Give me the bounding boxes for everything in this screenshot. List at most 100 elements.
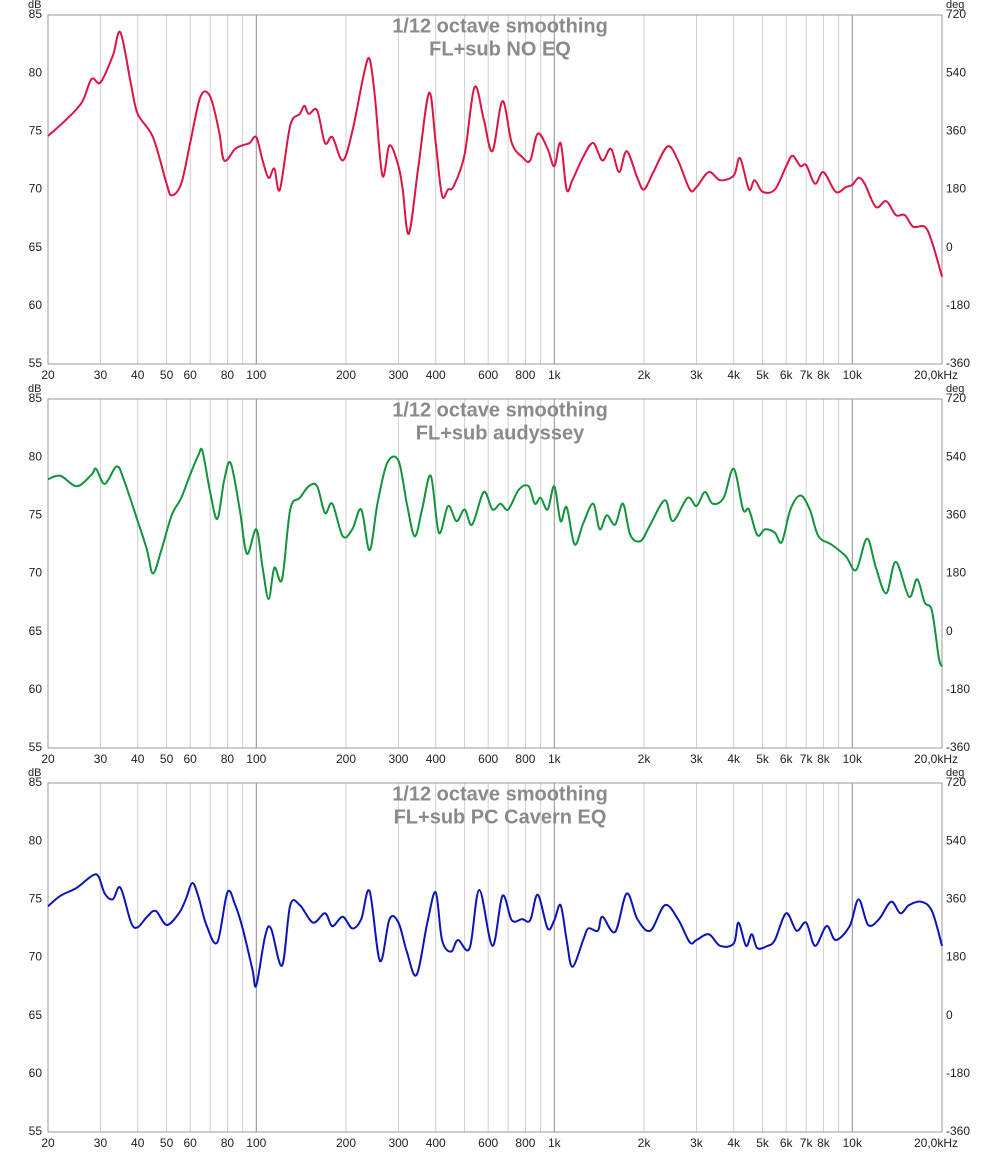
x-tick-label: 60 [184,752,198,766]
x-tick-label: 7k [800,752,814,766]
y-tick-label: 70 [29,566,43,580]
x-tick-label: 20,0kHz [914,1136,958,1150]
y-tick-label: 55 [29,356,43,370]
y2-tick-label: 540 [946,833,966,847]
x-tick-label: 3k [690,752,704,766]
x-tick-label: 20 [41,752,55,766]
y-tick-label: 70 [29,182,43,196]
x-tick-label: 600 [478,368,498,382]
x-tick-label: 400 [426,752,446,766]
x-tick-label: 100 [246,368,266,382]
response-line [47,30,943,278]
x-tick-label: 40 [131,368,145,382]
plot-frame [47,782,943,1133]
y-tick-label: 75 [29,508,43,522]
x-tick-label: 800 [515,752,535,766]
panel: 20 30 40 50 60 80 100 200 300 400 600 800 1k 2k 3k 4k 5k… [28,0,970,382]
y-axis-label: dB [28,383,41,395]
y2-tick-label: -180 [946,682,970,696]
y-tick-label: 55 [29,1124,43,1138]
x-tick-label: 40 [131,752,145,766]
x-tick-label: 3k [690,368,704,382]
x-tick-label: 800 [515,1136,535,1150]
x-tick-label: 7k [800,368,814,382]
x-tick-label: 50 [160,752,174,766]
x-tick-label: 1k [548,368,562,382]
response-line [47,873,943,988]
x-tick-label: 10k [843,368,863,382]
y-tick-label: 60 [29,1066,43,1080]
x-tick-label: 4k [727,1136,741,1150]
x-tick-label: 80 [221,368,235,382]
y2-tick-label: -360 [946,1124,970,1138]
y2-tick-label: 720 [946,7,966,21]
x-tick-label: 600 [478,752,498,766]
x-tick-label: 20 [41,1136,55,1150]
x-tick-label: 100 [246,752,266,766]
x-tick-label: 800 [515,368,535,382]
x-tick-label: 200 [336,752,356,766]
y2-tick-label: -180 [946,298,970,312]
y2-tick-label: 180 [946,950,966,964]
chart-title: 1/12 octave smoothing [392,783,608,805]
y-tick-label: 70 [29,950,43,964]
y2-tick-label: -360 [946,740,970,754]
x-tick-label: 6k [780,1136,794,1150]
x-tick-label: 80 [221,752,235,766]
x-tick-label: 40 [131,1136,145,1150]
x-tick-label: 5k [756,1136,770,1150]
x-tick-label: 10k [843,1136,863,1150]
x-tick-label: 30 [94,752,108,766]
y2-tick-label: 360 [946,892,966,906]
x-tick-label: 6k [780,368,794,382]
y-tick-label: 80 [29,833,43,847]
y2-tick-label: 540 [946,449,966,463]
x-tick-label: 2k [638,752,652,766]
x-tick-label: 8k [817,752,831,766]
y2-tick-label: 360 [946,124,966,138]
x-tick-label: 50 [160,1136,174,1150]
y-tick-label: 60 [29,682,43,696]
x-tick-label: 30 [94,1136,108,1150]
x-tick-label: 300 [388,752,408,766]
x-tick-label: 30 [94,368,108,382]
x-tick-label: 2k [638,368,652,382]
x-tick-label: 60 [184,368,198,382]
y-tick-label: 80 [29,65,43,79]
y2-tick-label: 180 [946,566,966,580]
y-tick-label: 55 [29,740,43,754]
x-tick-label: 20 [41,368,55,382]
x-tick-label: 4k [727,368,741,382]
y2-tick-label: -180 [946,1066,970,1080]
y2-tick-label: 0 [946,624,953,638]
x-tick-label: 8k [817,1136,831,1150]
y2-tick-label: 540 [946,65,966,79]
chart-title: 1/12 octave smoothing [392,15,608,37]
panel: 20 30 40 50 60 80 100 200 300 400 600 800 1k 2k 3k 4k 5k… [28,383,970,766]
y-axis-label: dB [28,767,41,779]
x-tick-label: 300 [388,368,408,382]
x-tick-label: 8k [817,368,831,382]
response-line [47,447,943,668]
chart-subtitle: FL+sub PC Cavern EQ [394,806,607,828]
x-tick-label: 20,0kHz [914,368,958,382]
chart-subtitle: FL+sub audyssey [416,422,585,444]
y2-tick-label: 360 [946,508,966,522]
x-tick-label: 1k [548,1136,562,1150]
y-tick-label: 85 [29,775,43,789]
x-tick-label: 100 [246,1136,266,1150]
x-tick-label: 300 [388,1136,408,1150]
y-tick-label: 65 [29,240,43,254]
y2-tick-label: 0 [946,240,953,254]
x-tick-label: 3k [690,1136,704,1150]
y2-tick-label: 720 [946,391,966,405]
y-tick-label: 65 [29,1008,43,1022]
plot-frame [47,14,943,365]
y2-tick-label: 180 [946,182,966,196]
y2-axis-label: deg [946,0,964,11]
y-tick-label: 85 [29,391,43,405]
chart-subtitle: FL+sub NO EQ [429,38,571,60]
x-tick-label: 600 [478,1136,498,1150]
